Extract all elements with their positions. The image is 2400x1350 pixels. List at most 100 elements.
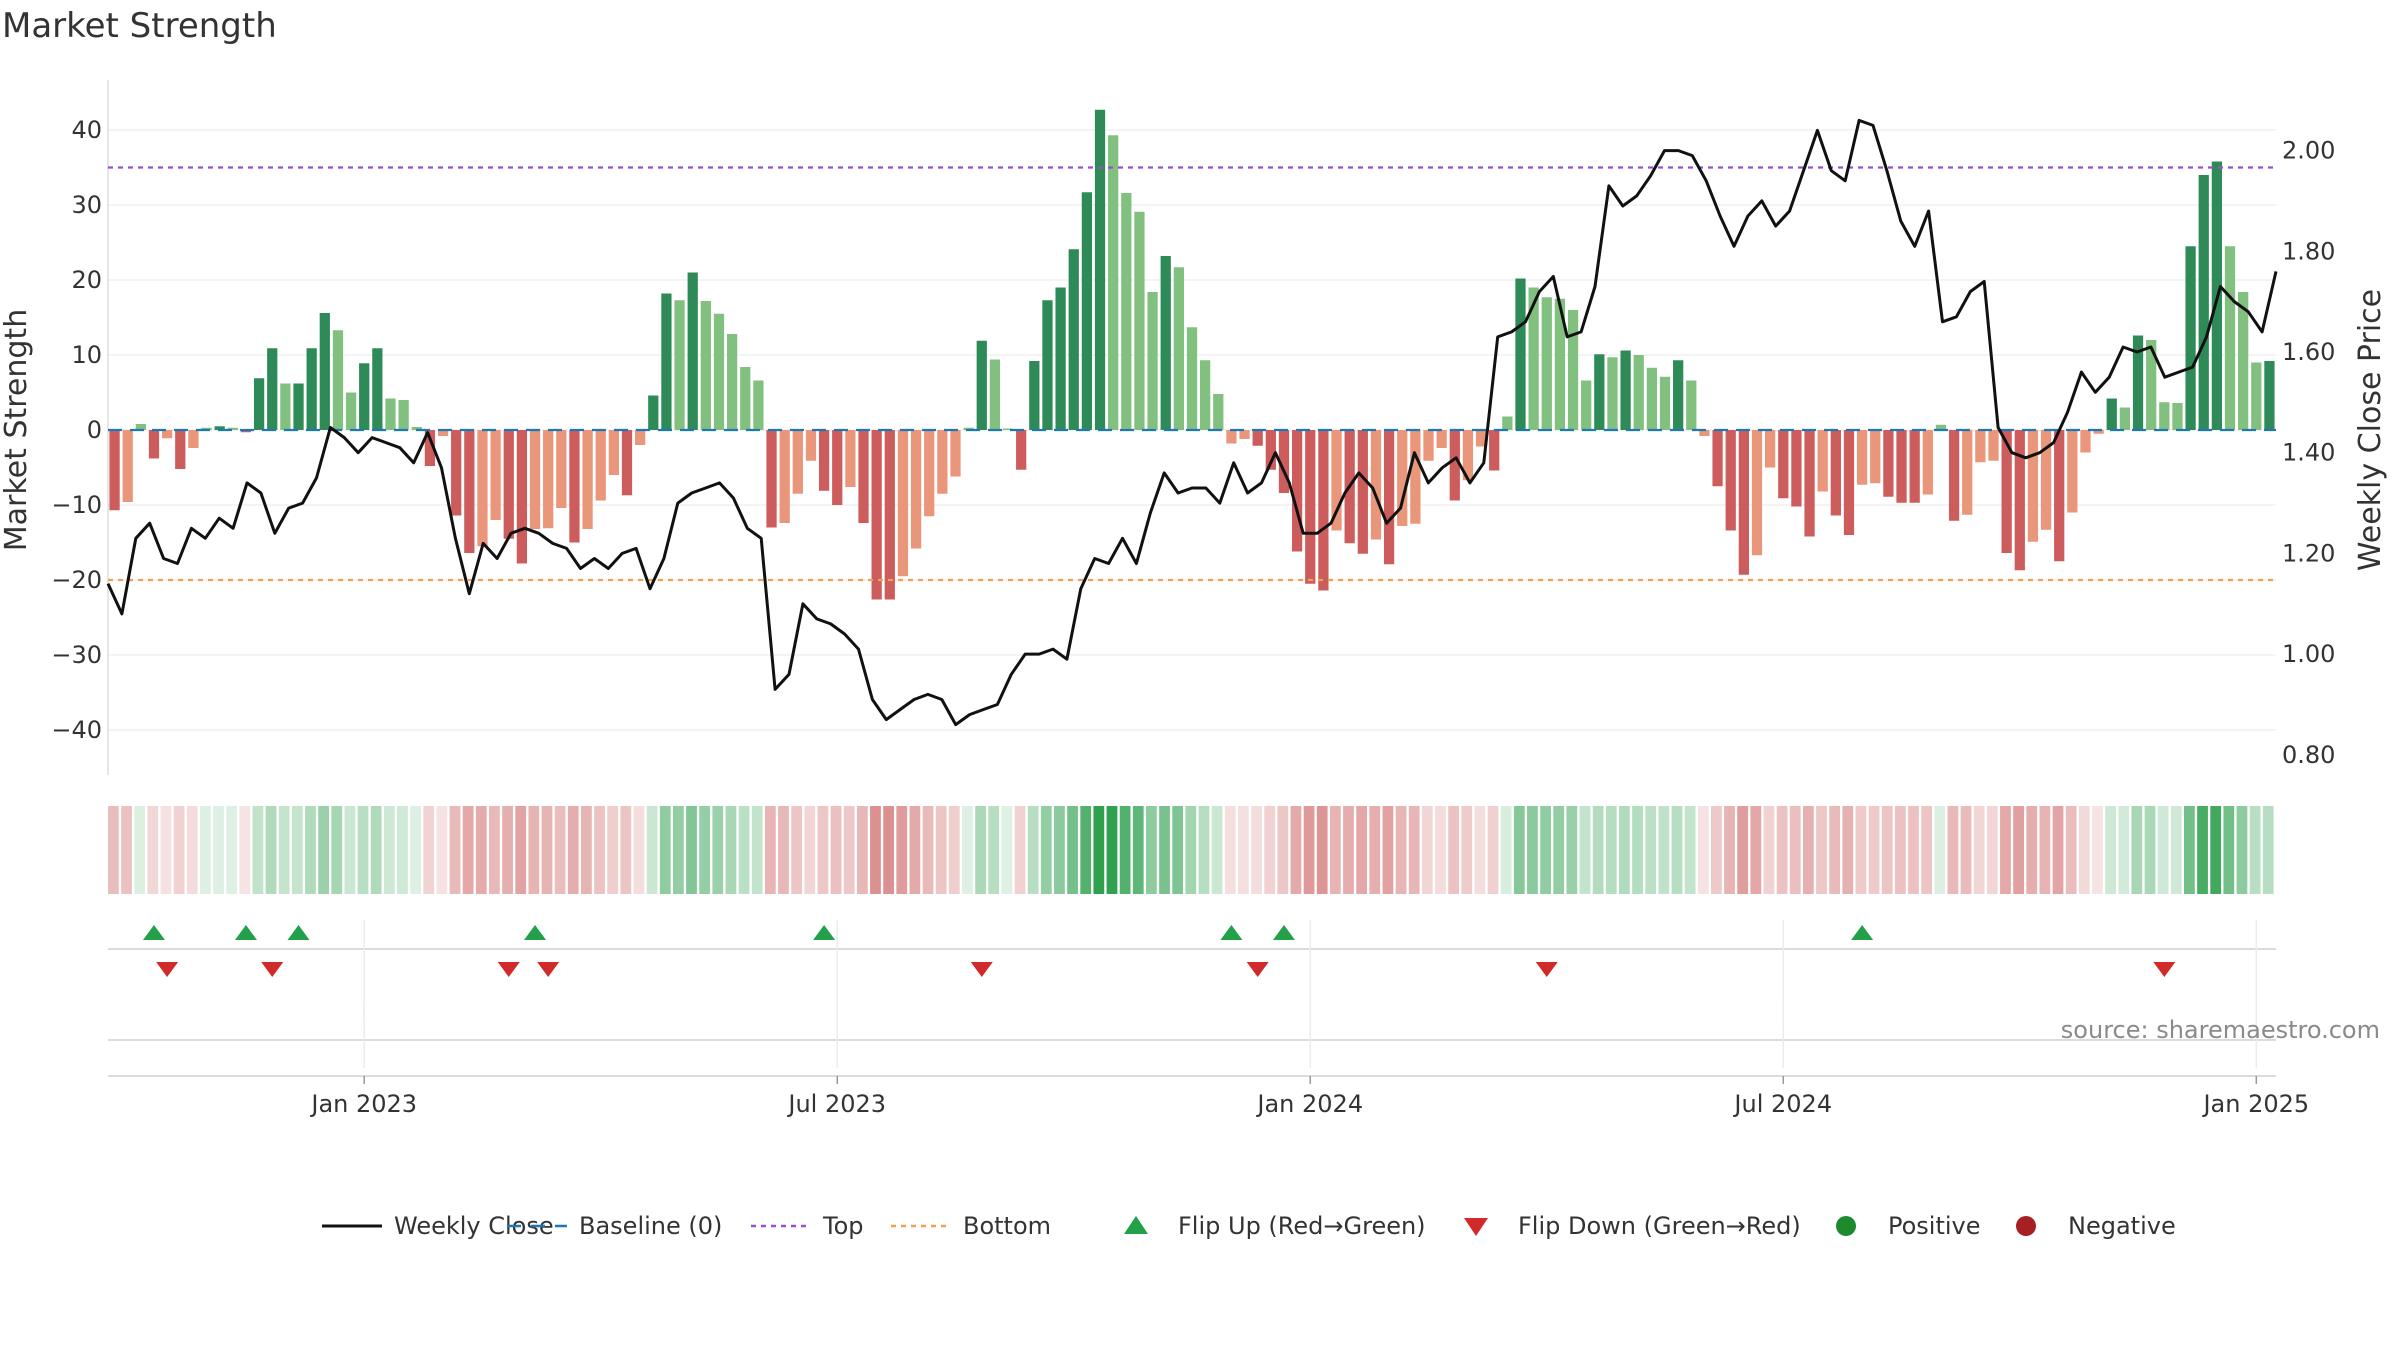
heatmap-cell	[278, 806, 290, 894]
heatmap-cell	[2078, 806, 2090, 894]
heatmap-cell	[2013, 806, 2024, 894]
heatmap-cell	[331, 806, 343, 894]
heatmap-cell	[2052, 806, 2064, 894]
heatmap-cell	[1842, 806, 1854, 894]
heatmap-cell	[173, 806, 185, 894]
strength-bar	[871, 430, 882, 600]
x-axis: Jan 2023 Jul 2023 Jan 2024 Jul 2024 Jan 2025…	[309, 1076, 2309, 1118]
strength-bar	[740, 367, 751, 430]
reference-lines	[108, 166, 2276, 582]
heatmap-cell	[778, 806, 789, 894]
heatmap-cell	[909, 806, 921, 894]
heatmap-cell	[1960, 806, 1972, 894]
heatmap-cell	[423, 806, 435, 894]
flip-down-marker	[537, 962, 560, 977]
strength-bar	[2001, 430, 2012, 553]
legend-item: Positive	[1836, 1212, 1981, 1240]
flip-down-marker	[1535, 962, 1558, 977]
heatmap-cell	[1619, 806, 1630, 894]
heatmap-cell	[1211, 806, 1223, 894]
heatmap-cell	[948, 806, 960, 894]
heatmap-cell	[199, 806, 211, 894]
y-tick-left: 30	[71, 191, 102, 219]
heatmap-cell	[410, 806, 421, 894]
strength-bars	[109, 109, 2275, 600]
flip-up-marker	[1220, 925, 1243, 940]
source-note: source: sharemaestro.com	[2061, 1016, 2380, 1044]
flip-up-marker	[142, 925, 165, 940]
strength-bar	[1554, 298, 1566, 430]
heatmap-cell	[541, 806, 553, 894]
heatmap-cell	[1054, 806, 1065, 894]
strength-bar	[1121, 193, 1132, 430]
strength-bar	[1581, 380, 1592, 430]
heatmap-cell	[1540, 806, 1551, 894]
heatmap-cell	[2262, 806, 2274, 894]
strength-bar	[1567, 310, 1579, 430]
strength-bar	[832, 430, 843, 505]
heatmap-cell	[1159, 806, 1170, 894]
flip-down-marker	[970, 962, 993, 977]
strength-bar	[1265, 430, 1276, 470]
strength-bar	[1252, 430, 1263, 446]
heatmap-cell	[1855, 806, 1867, 894]
heatmap-cell	[1684, 806, 1696, 894]
strength-bar	[1843, 430, 1855, 535]
flip-down-marker	[261, 962, 284, 977]
strength-bar	[490, 430, 501, 520]
heatmap-cell	[1421, 806, 1433, 894]
strength-bar	[451, 430, 462, 516]
heatmap-cell	[1369, 806, 1381, 894]
strength-bar	[924, 430, 935, 517]
heatmap-cell	[646, 806, 658, 894]
flip-markers-panel	[108, 920, 2276, 1077]
strength-bar	[2238, 292, 2249, 430]
strength-bar	[582, 430, 593, 529]
strength-bar	[424, 430, 436, 466]
strength-bar	[1633, 355, 1644, 430]
heatmap-cell	[436, 806, 448, 894]
heatmap-cell	[2144, 806, 2156, 894]
heatmap-cell	[1566, 806, 1578, 894]
strength-bar	[635, 430, 646, 445]
heatmap-cell	[843, 806, 855, 894]
heatmap-cell	[2105, 806, 2116, 894]
heatmap-cell	[1921, 806, 1933, 894]
strength-bar	[1226, 430, 1237, 444]
heatmap-cell	[1789, 806, 1801, 894]
heatmap-cell	[1198, 806, 1210, 894]
strength-bar	[345, 392, 357, 430]
heatmap-cell	[1001, 806, 1013, 894]
x-tick-label: Jul 2023	[786, 1090, 886, 1118]
heatmap-cell	[1513, 806, 1525, 894]
heatmap-cell	[1776, 806, 1788, 894]
heatmap-cell	[962, 806, 973, 894]
strength-bar	[359, 363, 370, 430]
heatmap-cell	[489, 806, 500, 894]
strength-bar	[950, 430, 961, 477]
heatmap-cell	[817, 806, 829, 894]
heatmap-cell	[2249, 806, 2261, 894]
strength-bar	[1331, 430, 1342, 531]
heatmap-cell	[1500, 806, 1512, 894]
strength-bar	[687, 272, 698, 430]
strength-bar	[1948, 430, 1960, 521]
y-axis-right-ticks: 2.00 1.80 1.60 1.40 1.20 1.00 0.80	[2282, 137, 2335, 769]
strength-bar	[1397, 430, 1408, 526]
x-tick-label: Jan 2023	[309, 1090, 417, 1118]
heatmap-cell	[1080, 806, 1092, 894]
strength-bar	[2224, 246, 2236, 430]
strength-bar	[1870, 430, 1881, 484]
legend-item: Top	[751, 1212, 864, 1240]
heatmap-cell	[1605, 806, 1617, 894]
legend-label: Flip Down (Green→Red)	[1518, 1212, 1801, 1240]
strength-bar	[1291, 430, 1303, 552]
heatmap-cell	[1737, 806, 1749, 894]
flip-down-marker	[1246, 962, 1269, 977]
strength-bar	[1475, 430, 1487, 447]
strength-bar	[2198, 175, 2209, 430]
heatmap-cell	[2197, 806, 2208, 894]
strength-bar	[1042, 300, 1053, 430]
grid-lines	[107, 80, 2276, 775]
strength-bar	[897, 430, 909, 577]
